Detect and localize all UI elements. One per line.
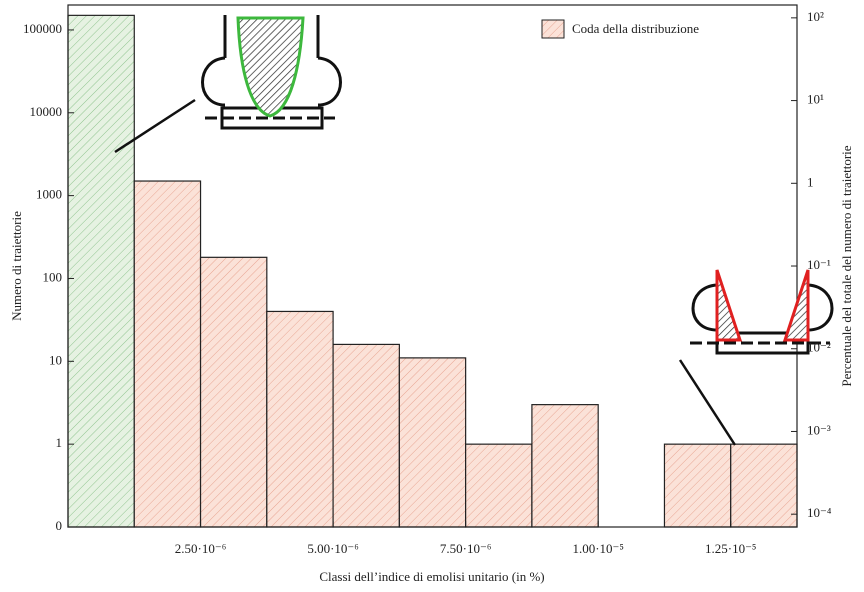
y2-tick-label: 1: [807, 174, 814, 189]
y-tick-label: 10: [49, 352, 62, 367]
bar: [663, 443, 732, 528]
x-tick-label: 2.50·10⁻⁶: [175, 541, 226, 556]
y2-tick-label: 10⁻⁴: [807, 505, 832, 520]
x-tick-label: 1.25·10⁻⁵: [705, 541, 756, 556]
nozzle-illustration: [678, 269, 834, 446]
x-tick-label: 7.50·10⁻⁶: [440, 541, 491, 556]
y-tick-label: 100000: [23, 21, 62, 36]
bar: [67, 14, 135, 528]
plot-area: [67, 14, 798, 528]
y-tick-label: 10000: [30, 104, 63, 119]
bar: [332, 343, 400, 528]
y2-tick-label: 10⁻³: [807, 422, 831, 437]
x-axis-label: Classi dell’indice di emolisi unitario (…: [319, 569, 544, 584]
y-tick-label: 0: [56, 518, 63, 533]
y-axis-label: Numero di traiettorie: [9, 211, 24, 321]
legend-swatch: [541, 19, 565, 39]
bar: [531, 404, 599, 528]
legend-label: Coda della distribuzione: [572, 21, 699, 36]
y-tick-label: 1: [56, 435, 63, 450]
bar: [730, 443, 798, 528]
x-tick-label: 1.00·10⁻⁵: [572, 541, 623, 556]
bar: [133, 180, 202, 528]
y-tick-label: 1000: [36, 187, 62, 202]
nozzle-illustration: [114, 15, 342, 154]
y2-tick-label: 10¹: [807, 92, 824, 107]
y2-axis-label: Percentuale del totale del numero di tra…: [839, 145, 854, 386]
bar: [465, 443, 533, 528]
y2-tick-label: 10⁻²: [807, 340, 831, 355]
x-tick-label: 5.00·10⁻⁶: [307, 541, 358, 556]
y2-tick-label: 10⁻¹: [807, 257, 831, 272]
bar: [199, 256, 268, 528]
bar: [398, 357, 467, 528]
y2-tick-label: 10²: [807, 9, 824, 24]
y-tick-label: 100: [43, 269, 63, 284]
bar: [266, 310, 334, 528]
